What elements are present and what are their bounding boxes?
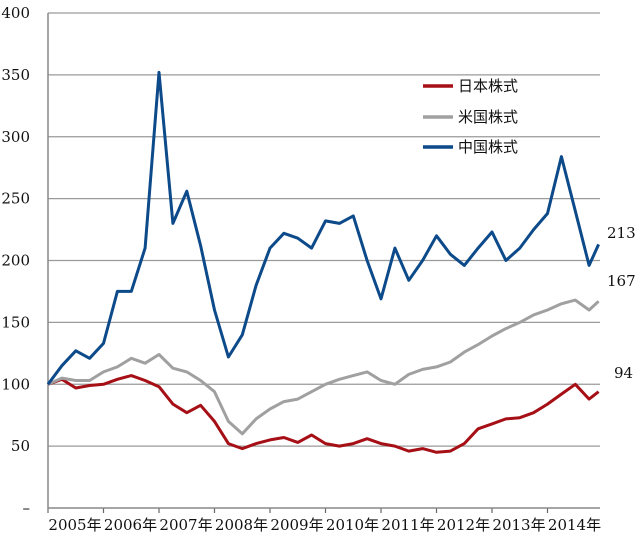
x-tick-label: 2013年 [492,516,545,534]
y-tick-label: – [23,499,31,517]
end-label-japan: 94 [614,364,633,382]
x-axis-ticks: 2005年 2006年 2007年 2008年 2009年 2010年 2011年 2012年… [47,508,601,534]
series-lines [46,70,600,454]
y-tick-label: 350 [1,66,30,84]
legend-label-us: 米国株式 [458,108,518,126]
x-tick-label: 2008年 [215,516,268,534]
x-tick-label: 2005年 [48,516,101,534]
y-tick-label: 100 [1,375,30,393]
legend-item-japan: 日本株式 [423,77,518,95]
y-tick-label: 150 [1,313,30,331]
y-tick-label: 400 [1,4,30,22]
legend-item-us: 米国株式 [423,108,518,126]
series-line-1 [47,298,600,436]
legend-label-china: 中国株式 [458,138,518,156]
x-tick-label: 2006年 [104,516,157,534]
x-tick-label: 2010年 [326,516,379,534]
end-label-china: 213 [607,224,636,242]
y-axis-ticks: – 50 100 150 200 250 300 350 400 [1,4,30,517]
y-tick-label: 300 [1,128,30,146]
legend-label-japan: 日本株式 [458,77,518,95]
y-tick-label: 200 [1,252,30,270]
x-tick-label: 2014年 [548,516,601,534]
x-tick-label: 2009年 [270,516,323,534]
legend: 日本株式 米国株式 中国株式 [423,77,518,156]
series-line-0 [47,374,600,454]
legend-item-china: 中国株式 [423,138,518,156]
end-label-us: 167 [607,272,636,290]
x-tick-label: 2007年 [159,516,212,534]
y-tick-label: 50 [11,437,30,455]
x-tick-label: 2011年 [381,516,434,534]
series-line-2 [46,70,600,386]
x-tick-label: 2012年 [437,516,490,534]
y-tick-label: 250 [1,190,30,208]
